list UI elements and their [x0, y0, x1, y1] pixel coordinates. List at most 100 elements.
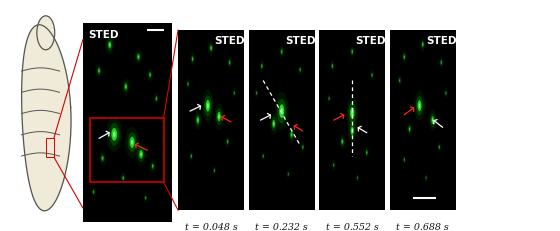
Circle shape [99, 70, 100, 72]
Circle shape [98, 68, 100, 73]
Circle shape [348, 103, 356, 123]
Circle shape [227, 139, 228, 144]
Circle shape [263, 155, 264, 157]
Circle shape [366, 152, 367, 154]
Circle shape [216, 108, 222, 125]
Circle shape [366, 150, 367, 155]
Circle shape [138, 55, 139, 58]
Circle shape [108, 41, 111, 49]
Circle shape [332, 65, 333, 67]
Text: STED: STED [285, 36, 315, 46]
Circle shape [93, 191, 94, 193]
Circle shape [445, 90, 447, 97]
Circle shape [421, 40, 424, 49]
Circle shape [439, 146, 440, 148]
Circle shape [351, 127, 354, 135]
Circle shape [122, 174, 125, 182]
Circle shape [229, 60, 231, 65]
Circle shape [124, 83, 127, 90]
Circle shape [214, 169, 215, 173]
Circle shape [92, 190, 95, 194]
Circle shape [106, 117, 122, 152]
Circle shape [428, 109, 437, 131]
Circle shape [408, 124, 412, 134]
Circle shape [273, 122, 274, 125]
Circle shape [234, 92, 235, 94]
Circle shape [288, 125, 295, 144]
Circle shape [331, 62, 334, 70]
Circle shape [194, 110, 202, 130]
Circle shape [256, 92, 257, 94]
Circle shape [328, 95, 330, 102]
Circle shape [97, 66, 101, 76]
Circle shape [206, 100, 210, 112]
Circle shape [438, 143, 441, 151]
Circle shape [214, 103, 224, 130]
Text: t = 0.232 s: t = 0.232 s [255, 223, 308, 231]
Circle shape [211, 47, 212, 49]
Circle shape [137, 54, 140, 60]
Circle shape [274, 92, 289, 130]
Circle shape [301, 143, 304, 151]
Circle shape [192, 58, 193, 60]
Circle shape [409, 128, 410, 130]
Circle shape [441, 61, 442, 64]
Circle shape [111, 128, 117, 141]
Circle shape [356, 175, 359, 181]
Circle shape [409, 126, 410, 132]
Circle shape [440, 58, 443, 67]
Circle shape [414, 91, 425, 121]
Text: STED: STED [426, 36, 456, 46]
Circle shape [351, 49, 353, 54]
Circle shape [302, 145, 304, 149]
Circle shape [399, 79, 400, 82]
Circle shape [371, 73, 373, 77]
Circle shape [207, 103, 209, 108]
Circle shape [425, 175, 427, 181]
Circle shape [271, 117, 277, 131]
Circle shape [210, 45, 212, 51]
Circle shape [228, 58, 231, 67]
Circle shape [291, 133, 292, 136]
Circle shape [300, 67, 301, 72]
Circle shape [101, 155, 104, 161]
Text: t = 0.552 s: t = 0.552 s [326, 223, 379, 231]
Circle shape [350, 107, 354, 119]
Circle shape [291, 131, 293, 138]
Circle shape [348, 119, 357, 143]
Circle shape [333, 164, 334, 166]
Circle shape [197, 119, 198, 122]
Circle shape [204, 95, 212, 116]
Circle shape [290, 129, 294, 140]
Circle shape [149, 72, 151, 77]
Circle shape [445, 91, 447, 95]
Circle shape [145, 197, 146, 199]
Circle shape [281, 49, 283, 54]
Circle shape [209, 43, 213, 53]
Circle shape [202, 90, 214, 122]
Circle shape [260, 62, 263, 70]
Circle shape [328, 97, 330, 100]
Circle shape [349, 123, 355, 139]
Circle shape [109, 123, 119, 146]
Circle shape [302, 146, 303, 148]
Circle shape [441, 60, 442, 65]
Circle shape [186, 80, 189, 88]
Circle shape [431, 116, 434, 124]
Circle shape [107, 39, 113, 51]
Text: t = 0.688 s: t = 0.688 s [396, 223, 449, 231]
Circle shape [281, 51, 282, 53]
Circle shape [155, 96, 157, 101]
Circle shape [371, 71, 374, 79]
Circle shape [333, 163, 334, 167]
Text: STED: STED [214, 36, 245, 46]
Circle shape [113, 131, 115, 137]
Circle shape [140, 152, 142, 156]
Circle shape [279, 104, 284, 118]
Circle shape [150, 74, 151, 76]
Circle shape [151, 161, 155, 171]
Circle shape [136, 52, 141, 62]
Circle shape [123, 81, 128, 92]
Circle shape [190, 152, 193, 160]
Circle shape [105, 35, 114, 55]
